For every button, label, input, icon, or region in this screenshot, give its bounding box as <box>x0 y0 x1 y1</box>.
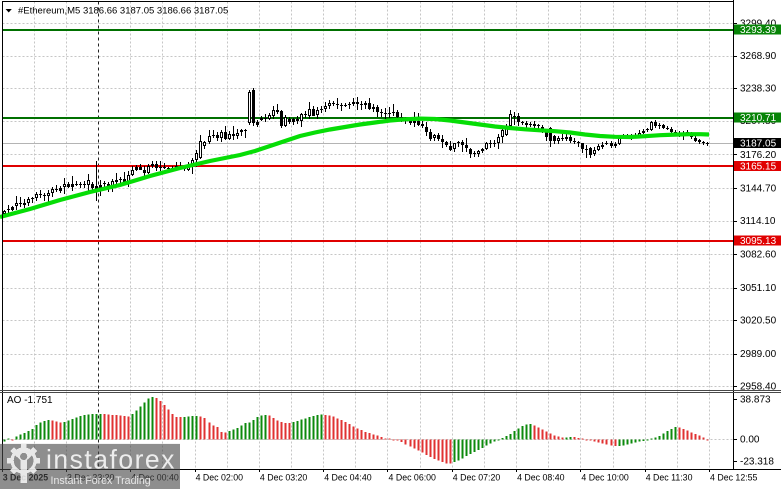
svg-text:-23.318: -23.318 <box>740 456 774 467</box>
svg-text:4 Dec 04:40: 4 Dec 04:40 <box>324 473 372 483</box>
svg-text:3293.39: 3293.39 <box>740 25 777 36</box>
svg-text:3176.20: 3176.20 <box>740 150 777 161</box>
svg-text:3095.13: 3095.13 <box>740 236 777 247</box>
svg-text:3238.30: 3238.30 <box>740 84 777 95</box>
svg-text:3268.90: 3268.90 <box>740 51 777 62</box>
svg-text:AO -1.751: AO -1.751 <box>7 395 53 406</box>
svg-text:3051.10: 3051.10 <box>740 283 777 294</box>
svg-text:3144.70: 3144.70 <box>740 183 777 194</box>
svg-text:0.00: 0.00 <box>740 435 760 446</box>
svg-text:4 Dec 08:40: 4 Dec 08:40 <box>517 473 565 483</box>
svg-text:3299.40: 3299.40 <box>740 19 777 30</box>
svg-text:4 Dec 07:20: 4 Dec 07:20 <box>453 473 501 483</box>
svg-text:#Ethereum,M5 3186.66 3187.05: #Ethereum,M5 3186.66 3187.05 3186.66 318… <box>18 6 228 17</box>
svg-text:instaforex: instaforex <box>46 445 176 475</box>
svg-text:4 Dec 06:00: 4 Dec 06:00 <box>389 473 437 483</box>
svg-text:3210.71: 3210.71 <box>740 113 777 124</box>
svg-text:3187.05: 3187.05 <box>740 138 777 149</box>
svg-text:38.873: 38.873 <box>740 394 771 405</box>
svg-text:2989.00: 2989.00 <box>740 349 777 360</box>
svg-text:Instant Forex Trading: Instant Forex Trading <box>51 475 151 487</box>
svg-text:4 Dec 02:00: 4 Dec 02:00 <box>196 473 244 483</box>
svg-text:3020.50: 3020.50 <box>740 316 777 327</box>
svg-text:3082.60: 3082.60 <box>740 249 777 260</box>
svg-text:4 Dec 11:30: 4 Dec 11:30 <box>646 473 693 483</box>
svg-text:4 Dec 03:20: 4 Dec 03:20 <box>260 473 308 483</box>
svg-text:4 Dec 12:55: 4 Dec 12:55 <box>710 473 758 483</box>
svg-text:3114.10: 3114.10 <box>740 216 776 227</box>
svg-text:2958.40: 2958.40 <box>740 382 777 393</box>
svg-text:4 Dec 10:00: 4 Dec 10:00 <box>581 473 629 483</box>
svg-text:3165.15: 3165.15 <box>740 162 777 173</box>
